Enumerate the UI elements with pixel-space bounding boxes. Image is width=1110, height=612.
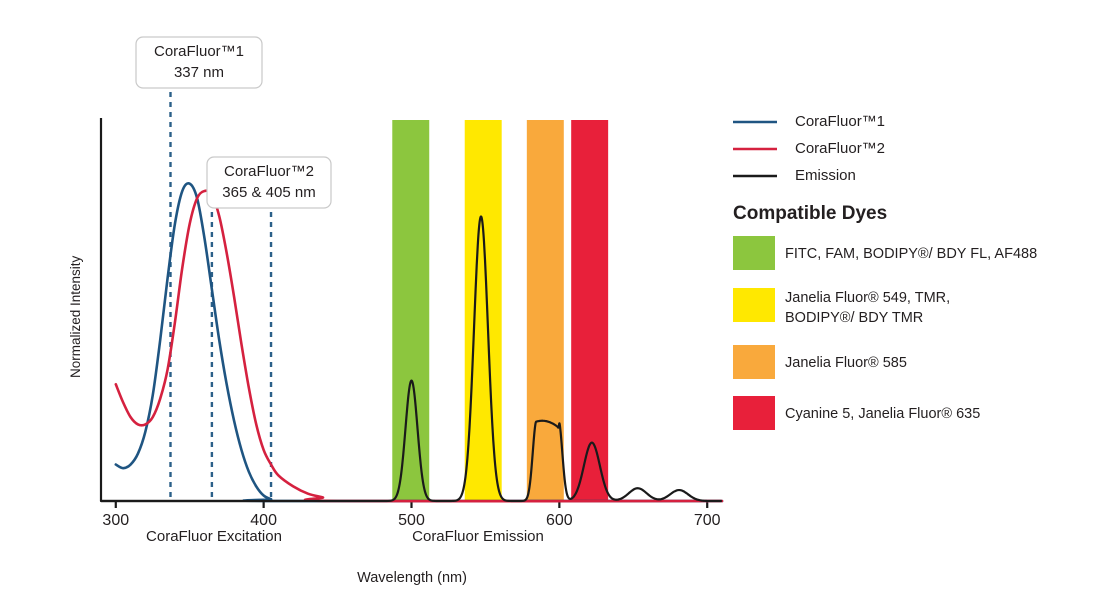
dye-label-2-line1: Janelia Fluor® 585 [785, 355, 907, 371]
y-axis-label: Normalized Intensity [68, 255, 83, 378]
dye-swatch-1 [733, 288, 775, 322]
x-axis-group-label-excitation: CoraFluor Excitation [146, 528, 282, 545]
x-tick-label-600: 600 [546, 512, 573, 529]
callout-cf1-box [135, 36, 263, 89]
legend-label-2: Emission [795, 167, 856, 184]
dye-label-0-line1: FITC, FAM, BODIPY®/ BDY FL, AF488 [785, 246, 1037, 262]
x-tick-label-300: 300 [102, 512, 129, 529]
callout-cf2-box [206, 156, 332, 209]
series-legend: CoraFluor™1 CoraFluor™2 Emission [733, 113, 885, 184]
x-tick-label-400: 400 [250, 512, 277, 529]
x-axis-ticks: 300 400 500 600 700 [102, 501, 721, 529]
green-band [392, 120, 430, 501]
emission-filter-bands [392, 120, 609, 501]
x-tick-label-500: 500 [398, 512, 425, 529]
dye-swatch-3 [733, 396, 775, 430]
red-band [571, 120, 609, 501]
excitation-guide-lines [169, 92, 273, 501]
curve-corafluor2-excitation [114, 189, 724, 503]
compatible-dyes-heading: Compatible Dyes [733, 203, 887, 224]
callout-cf1-line2: 337 nm [174, 64, 224, 81]
callout-cf2: CoraFluor™2 365 & 405 nm [206, 156, 332, 209]
callout-cf1-line1: CoraFluor™1 [154, 43, 244, 60]
callout-cf2-line2: 365 & 405 nm [222, 184, 315, 201]
dye-label-3-line1: Cyanine 5, Janelia Fluor® 635 [785, 406, 980, 422]
yellow-band [464, 120, 502, 501]
legend-label-1: CoraFluor™2 [795, 140, 885, 157]
spectra-curves [99, 182, 724, 503]
x-axis-title: Wavelength (nm) [357, 570, 467, 586]
curve-corafluor1-excitation [114, 182, 724, 503]
x-axis-group-label-emission: CoraFluor Emission [412, 528, 544, 545]
dye-swatch-2 [733, 345, 775, 379]
dye-label-1-line1: Janelia Fluor® 549, TMR, [785, 290, 950, 306]
dye-swatch-0 [733, 236, 775, 270]
compatible-dyes-list: FITC, FAM, BODIPY®/ BDY FL, AF488 Janelia… [733, 236, 1037, 430]
legend-label-0: CoraFluor™1 [795, 113, 885, 130]
curve-emission [99, 215, 723, 503]
callout-cf1: CoraFluor™1 337 nm [135, 36, 263, 89]
dye-label-1-line2: BODIPY®/ BDY TMR [785, 310, 923, 326]
callout-cf2-line1: CoraFluor™2 [224, 163, 314, 180]
x-tick-label-700: 700 [694, 512, 721, 529]
